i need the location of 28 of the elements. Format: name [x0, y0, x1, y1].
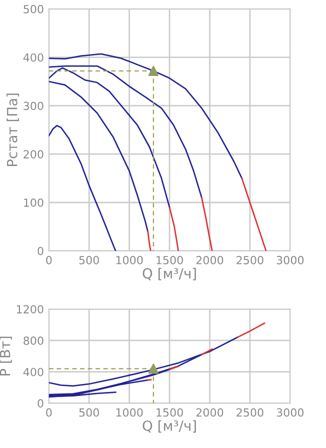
x-tick-label: 1000 [116, 256, 143, 264]
x-tick-label: 2000 [196, 408, 224, 417]
y-tick-label: 0 [38, 399, 44, 408]
x-tick-label: 2000 [196, 256, 224, 264]
y-tick-label: 200 [24, 150, 44, 158]
y-axis-title: Pстат [Па] [6, 94, 19, 166]
x-tick-label: 500 [79, 256, 99, 264]
y-tick-label: 400 [23, 368, 44, 376]
y-tick-label: 0 [38, 246, 44, 256]
x-tick-label: 2500 [236, 256, 264, 264]
y-tick-label: 300 [24, 102, 44, 110]
x-tick-label: 500 [79, 408, 99, 417]
x-axis-title: Q [м³/ч] [142, 268, 196, 280]
x-tick-label: 0 [46, 256, 52, 264]
x-tick-label: 1500 [156, 408, 183, 417]
y-tick-label: 100 [24, 198, 44, 207]
x-axis-title: Q [м³/ч] [142, 420, 196, 433]
x-tick-label: 1000 [116, 408, 143, 417]
y-tick-label: 800 [24, 336, 44, 345]
x-tick-label: 1500 [156, 256, 183, 264]
y-tick-label: 500 [24, 4, 44, 14]
y-tick-label: 400 [23, 53, 44, 62]
x-tick-label: 3000 [276, 256, 304, 264]
x-tick-label: 0 [46, 408, 52, 417]
y-tick-label: 1200 [16, 305, 44, 314]
y-axis-title: P [Вт] [0, 336, 12, 376]
x-tick-label: 2500 [236, 408, 264, 417]
x-tick-label: 3000 [276, 408, 304, 417]
